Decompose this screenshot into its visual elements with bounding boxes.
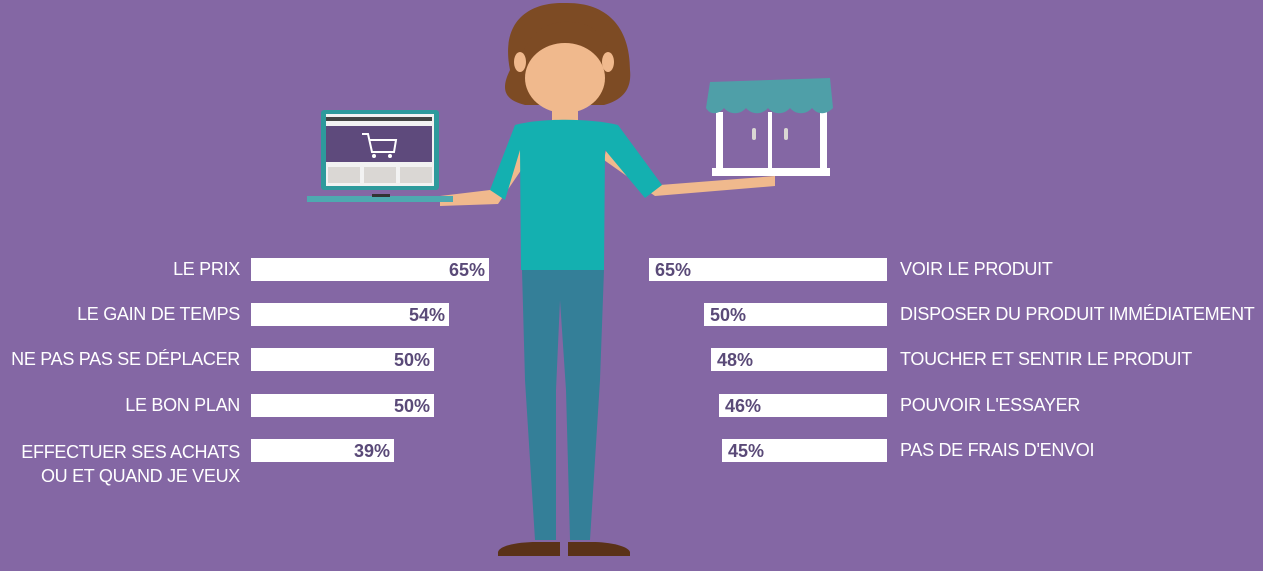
left-bar-1: 54% <box>251 303 449 326</box>
right-value-label: 48% <box>717 350 754 370</box>
right-bar-2: 48% <box>711 348 887 371</box>
left-category-label: EFFECTUER SES ACHATS OU ET QUAND JE VEUX <box>21 442 240 486</box>
right-value-label: 50% <box>710 305 747 325</box>
left-value-label: 50% <box>393 350 430 370</box>
left-bar-3: 50% <box>251 394 434 417</box>
right-category-label: DISPOSER DU PRODUIT IMMÉDIATEMENT <box>900 304 1255 324</box>
shop-storefront-icon <box>706 78 833 176</box>
left-value-label: 39% <box>353 441 390 461</box>
right-bar-1: 50% <box>704 303 887 326</box>
left-category-label: LE PRIX <box>173 259 240 279</box>
right-category-label: POUVOIR L'ESSAYER <box>900 395 1081 415</box>
right-bar-4: 45% <box>722 439 887 462</box>
right-value-label: 46% <box>725 396 762 416</box>
right-value-label: 65% <box>655 260 692 280</box>
right-value-label: 45% <box>728 441 765 461</box>
right-bar-0: 65% <box>649 258 887 281</box>
left-value-label: 50% <box>393 396 430 416</box>
right-category-label: PAS DE FRAIS D'ENVOI <box>900 440 1095 460</box>
right-category-label: VOIR LE PRODUIT <box>900 259 1053 279</box>
left-category-label: LE GAIN DE TEMPS <box>77 304 240 324</box>
right-category-label: TOUCHER ET SENTIR LE PRODUIT <box>900 349 1192 369</box>
left-bar-2: 50% <box>251 348 434 371</box>
left-category-label: LE BON PLAN <box>125 395 240 415</box>
laptop-shopping-cart-icon <box>307 110 453 202</box>
left-bar-0: 65% <box>251 258 489 281</box>
left-bar-4: 39% <box>251 439 394 462</box>
right-bar-3: 46% <box>719 394 887 417</box>
left-category-label: NE PAS PAS SE DÉPLACER <box>11 349 240 369</box>
left-value-label: 54% <box>408 305 445 325</box>
left-value-label: 65% <box>448 260 485 280</box>
